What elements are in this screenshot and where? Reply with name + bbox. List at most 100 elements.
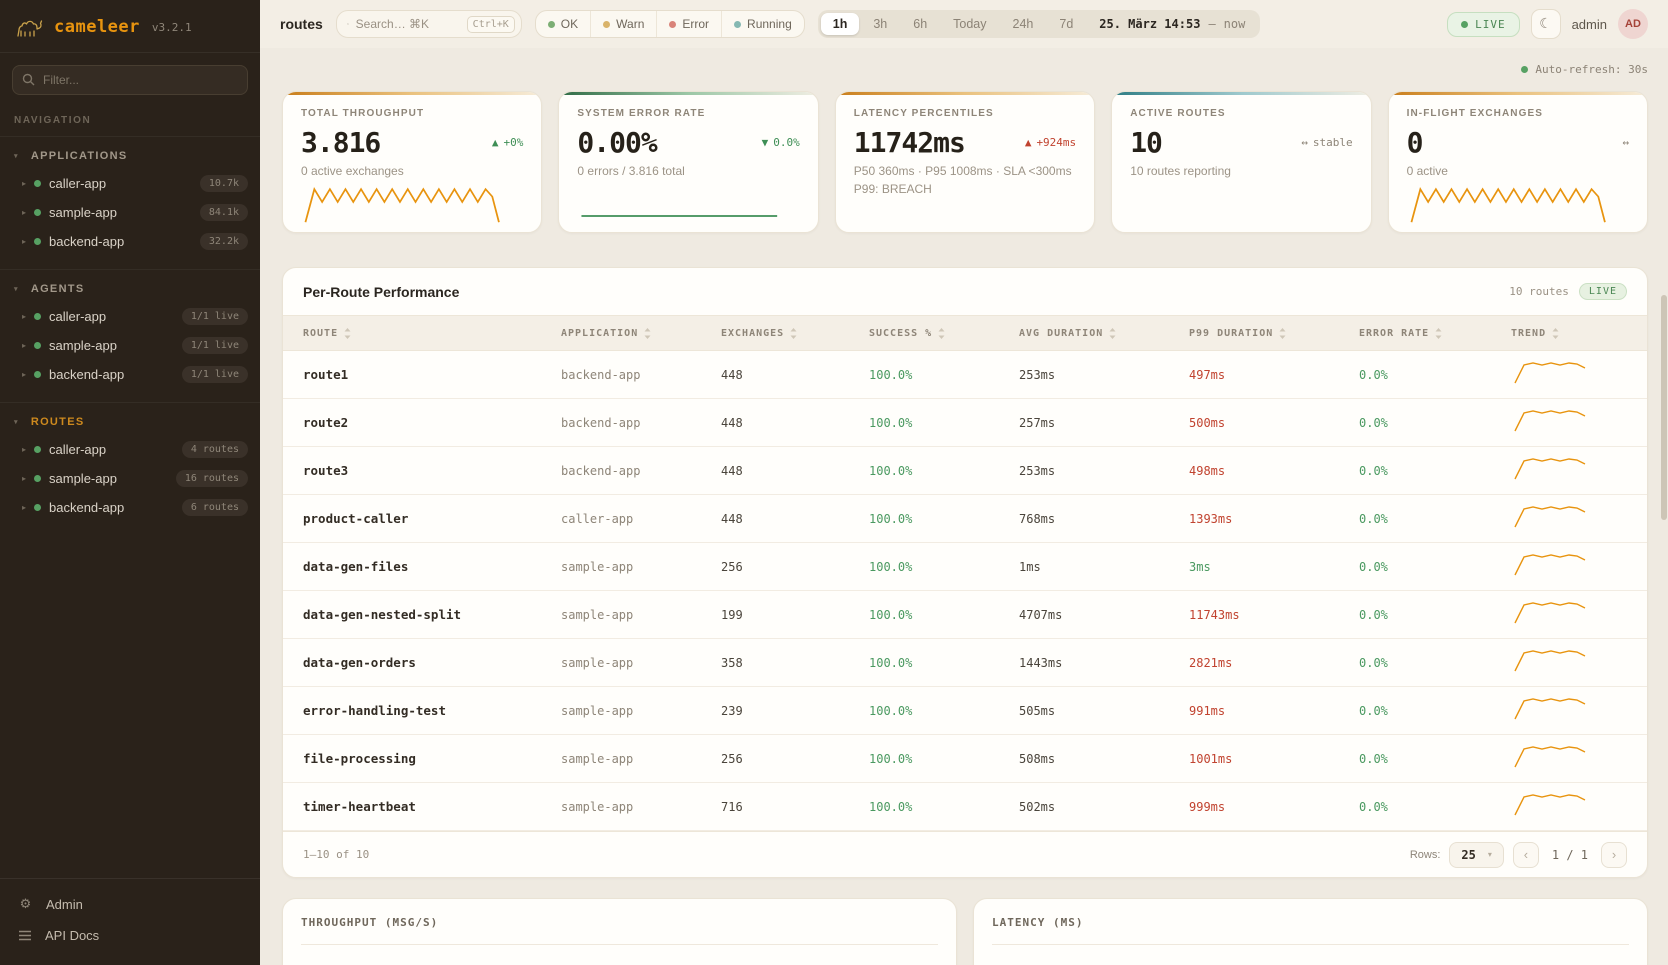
sidebar-item-caller-app[interactable]: ▸ caller-app 10.7k <box>0 169 260 198</box>
table-row[interactable]: route1 backend-app 448 100.0% 253ms 497m… <box>283 351 1647 399</box>
next-page-button[interactable]: › <box>1601 841 1627 868</box>
date-dash: — <box>1208 17 1216 31</box>
filter-running-button[interactable]: Running <box>721 11 804 37</box>
global-search[interactable]: Ctrl+K <box>335 10 522 38</box>
status-dot <box>34 313 42 320</box>
sidebar-item-routes-caller-app[interactable]: ▸ caller-app 4 routes <box>0 435 260 464</box>
card-accent <box>1388 92 1647 95</box>
filter-ok-button[interactable]: OK <box>536 11 590 37</box>
kpi-total-throughput: TOTAL THROUGHPUT 3.816 ▲ +0% 0 active ex… <box>282 91 543 233</box>
sort-icon <box>1279 327 1286 339</box>
sidebar-item-api-docs[interactable]: API Docs <box>0 920 260 951</box>
trend-sparkline <box>1511 407 1627 438</box>
sidebar-item-routes-backend-app[interactable]: ▸ backend-app 6 routes <box>0 493 260 522</box>
kpi-delta: ↔ <box>1622 136 1629 149</box>
column-header-success[interactable]: SUCCESS % <box>869 327 1019 339</box>
table-row[interactable]: product-caller caller-app 448 100.0% 768… <box>283 495 1647 543</box>
filter-warn-button[interactable]: Warn <box>590 11 656 37</box>
item-badge: 32.2k <box>199 233 248 250</box>
route-name: data-gen-orders <box>303 655 416 670</box>
trend-sparkline <box>1511 455 1627 486</box>
chevron-right-icon: ▸ <box>22 474 27 483</box>
search-icon <box>22 73 35 86</box>
avatar[interactable]: AD <box>1618 9 1648 39</box>
latency-chart-panel: LATENCY (MS) <box>973 898 1648 965</box>
column-header-p99-duration[interactable]: P99 DURATION <box>1189 327 1359 339</box>
section-header-agents[interactable]: ▾ AGENTS <box>0 279 260 302</box>
range-7d-button[interactable]: 7d <box>1059 17 1074 31</box>
sort-icon <box>790 327 797 339</box>
table-row[interactable]: route3 backend-app 448 100.0% 253ms 498m… <box>283 447 1647 495</box>
column-header-route[interactable]: ROUTE <box>303 327 561 339</box>
trend-sparkline <box>1511 791 1627 822</box>
range-24h-button[interactable]: 24h <box>1012 17 1034 31</box>
route-name: route2 <box>303 415 349 430</box>
sort-icon <box>644 327 651 339</box>
range-3h-button[interactable]: 3h <box>873 17 888 31</box>
table-row[interactable]: error-handling-test sample-app 239 100.0… <box>283 687 1647 735</box>
sidebar-filter <box>12 65 248 95</box>
range-today-button[interactable]: Today <box>953 17 987 31</box>
range-6h-button[interactable]: 6h <box>913 17 928 31</box>
kpi-title: ACTIVE ROUTES <box>1130 108 1226 119</box>
table-row[interactable]: file-processing sample-app 256 100.0% 50… <box>283 735 1647 783</box>
chevron-down-icon: ▾ <box>14 419 19 426</box>
kpi-subtitle: 10 routes reporting <box>1130 164 1231 178</box>
prev-page-button[interactable]: ‹ <box>1512 841 1539 868</box>
trend-sparkline <box>1511 647 1627 678</box>
search-input[interactable] <box>355 17 460 31</box>
column-header-exchanges[interactable]: EXCHANGES <box>721 327 869 339</box>
sidebar-item-admin[interactable]: ⚙ Admin <box>0 889 260 920</box>
sidebar-item-agent-caller-app[interactable]: ▸ caller-app 1/1 live <box>0 302 260 331</box>
live-toggle[interactable]: LIVE <box>1447 11 1520 37</box>
filter-error-button[interactable]: Error <box>656 11 721 37</box>
route-name: route3 <box>303 463 349 478</box>
sidebar: cameleer v3.2.1 NAVIGATION ▾ APPLICATION… <box>0 0 260 965</box>
sidebar-item-agent-backend-app[interactable]: ▸ backend-app 1/1 live <box>0 360 260 389</box>
route-name: data-gen-nested-split <box>303 607 462 622</box>
kpi-value: 11742ms <box>853 126 966 159</box>
column-header-error-rate[interactable]: ERROR RATE <box>1359 327 1511 339</box>
table-row[interactable]: data-gen-files sample-app 256 100.0% 1ms… <box>283 543 1647 591</box>
table-row[interactable]: route2 backend-app 448 100.0% 257ms 500m… <box>283 399 1647 447</box>
sort-icon <box>344 327 351 339</box>
sort-icon <box>1435 327 1442 339</box>
shortcut-badge: Ctrl+K <box>466 15 515 33</box>
item-label: sample-app <box>49 205 117 220</box>
status-dot <box>34 446 42 453</box>
table-row[interactable]: timer-heartbeat sample-app 716 100.0% 50… <box>283 783 1647 831</box>
error-status-dot <box>669 20 677 28</box>
navigation-label: NAVIGATION <box>14 115 92 126</box>
route-name: timer-heartbeat <box>303 799 416 814</box>
section-header-applications[interactable]: ▾ APPLICATIONS <box>0 146 260 169</box>
column-header-application[interactable]: APPLICATION <box>561 327 721 339</box>
sidebar-filter-input[interactable] <box>12 65 248 95</box>
sidebar-section-agents: ▾ AGENTS ▸ caller-app 1/1 live ▸ sample-… <box>0 269 260 396</box>
kpi-value: 3.816 <box>301 126 381 159</box>
column-header-avg-duration[interactable]: AVG DURATION <box>1019 327 1189 339</box>
theme-toggle-button[interactable]: ☾ <box>1530 9 1561 39</box>
panel-header: Per-Route Performance 10 routes LIVE <box>283 268 1647 315</box>
kpi-value: 10 <box>1130 126 1163 159</box>
vertical-scrollbar[interactable] <box>1661 295 1667 520</box>
kpi-system-error-rate: SYSTEM ERROR RATE 0.00% ▼ 0.0% 0 errors … <box>558 91 819 233</box>
item-label: backend-app <box>49 500 125 515</box>
sort-icon <box>938 327 945 339</box>
column-header-trend[interactable]: TREND <box>1511 327 1627 339</box>
sidebar-item-sample-app[interactable]: ▸ sample-app 84.1k <box>0 198 260 227</box>
moon-icon: ☾ <box>1539 16 1552 32</box>
auto-refresh-indicator: Auto-refresh: 30s <box>282 60 1648 78</box>
chevron-down-icon: ▾ <box>14 286 19 293</box>
rows-per-page-select[interactable]: 25 ▾ <box>1449 841 1504 868</box>
table-row[interactable]: data-gen-orders sample-app 358 100.0% 14… <box>283 639 1647 687</box>
sidebar-item-backend-app[interactable]: ▸ backend-app 32.2k <box>0 227 260 256</box>
section-header-routes[interactable]: ▾ ROUTES <box>0 412 260 435</box>
chevron-down-icon: ▾ <box>14 153 19 160</box>
sidebar-item-agent-sample-app[interactable]: ▸ sample-app 1/1 live <box>0 331 260 360</box>
warn-status-dot <box>603 20 611 28</box>
range-1h-button[interactable]: 1h <box>820 13 860 35</box>
trend-sparkline <box>1511 743 1627 774</box>
sidebar-item-routes-sample-app[interactable]: ▸ sample-app 16 routes <box>0 464 260 493</box>
sidebar-footer: ⚙ Admin API Docs <box>0 878 260 965</box>
table-row[interactable]: data-gen-nested-split sample-app 199 100… <box>283 591 1647 639</box>
